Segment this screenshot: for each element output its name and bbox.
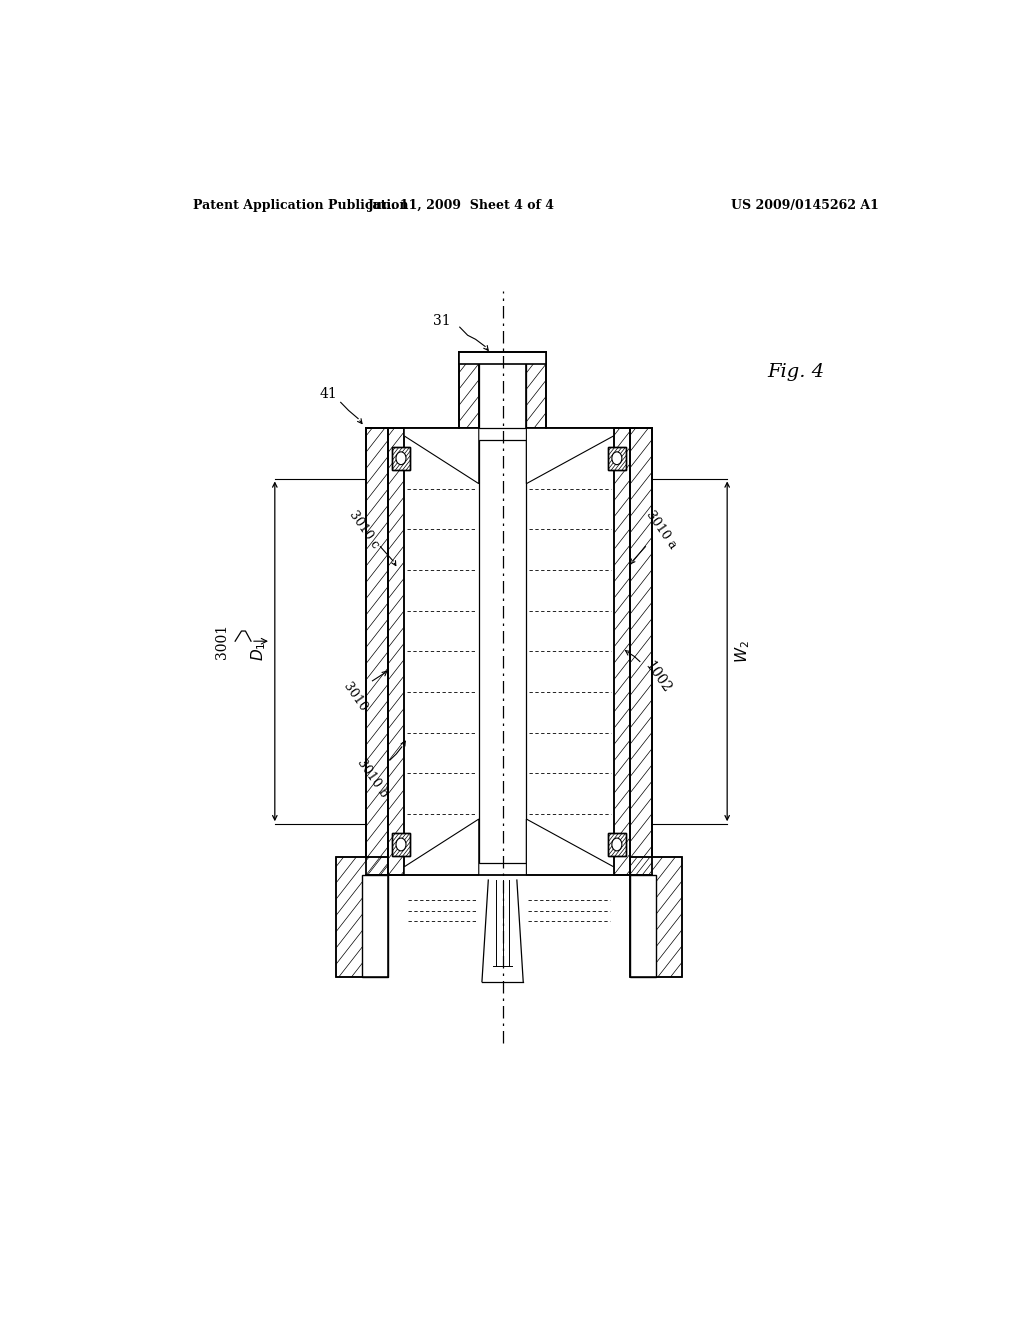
Polygon shape — [404, 428, 479, 483]
Text: 41: 41 — [319, 387, 337, 401]
Text: 3010: 3010 — [340, 680, 370, 714]
Bar — [367, 428, 388, 875]
Text: 3001: 3001 — [215, 623, 228, 659]
Bar — [613, 428, 630, 875]
Bar — [459, 351, 479, 428]
Text: US 2009/0145262 A1: US 2009/0145262 A1 — [731, 198, 879, 211]
Bar — [367, 428, 388, 875]
Bar — [459, 351, 479, 428]
Circle shape — [612, 838, 622, 851]
Bar — [392, 446, 410, 470]
Bar — [608, 446, 626, 470]
Text: 3010 b: 3010 b — [354, 756, 390, 800]
Bar — [392, 833, 410, 855]
Bar — [388, 428, 404, 875]
Text: 1002: 1002 — [642, 659, 674, 696]
Circle shape — [396, 838, 406, 851]
Text: 3010 a: 3010 a — [643, 508, 679, 550]
Bar — [613, 428, 630, 875]
Bar — [336, 857, 388, 977]
Polygon shape — [526, 818, 613, 875]
Text: Jun. 11, 2009  Sheet 4 of 4: Jun. 11, 2009 Sheet 4 of 4 — [368, 198, 555, 211]
Polygon shape — [526, 428, 613, 483]
Bar — [630, 428, 652, 875]
Text: Patent Application Publication: Patent Application Publication — [194, 198, 409, 211]
Bar — [630, 428, 652, 875]
Text: 31: 31 — [433, 314, 451, 329]
Bar — [336, 857, 388, 977]
Bar — [459, 351, 546, 364]
Bar — [608, 446, 626, 470]
Bar — [362, 875, 388, 977]
Bar — [526, 351, 546, 428]
Circle shape — [396, 451, 406, 465]
Bar — [630, 875, 655, 977]
Circle shape — [612, 451, 622, 465]
Bar — [608, 833, 626, 855]
Bar — [479, 351, 526, 428]
Text: 3010 c: 3010 c — [347, 508, 382, 550]
Bar — [608, 833, 626, 855]
Text: $D_1$: $D_1$ — [250, 642, 268, 661]
Bar — [392, 446, 410, 470]
Bar — [388, 428, 404, 875]
Bar — [526, 351, 546, 428]
Text: $W_2$: $W_2$ — [733, 640, 753, 663]
Bar — [479, 440, 526, 863]
Bar — [630, 857, 682, 977]
Bar — [392, 833, 410, 855]
Bar — [630, 857, 682, 977]
Text: Fig. 4: Fig. 4 — [767, 363, 824, 381]
Polygon shape — [404, 818, 479, 875]
